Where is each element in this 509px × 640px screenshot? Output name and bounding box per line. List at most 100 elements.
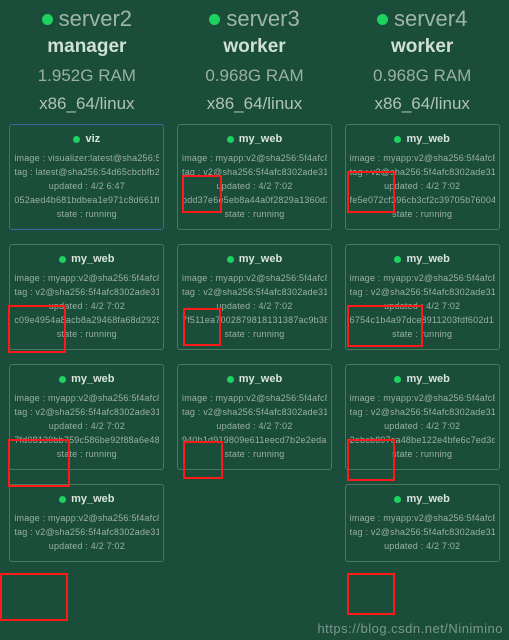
task-tag: tag : v2@sha256:5f4afc8302ade316… [14, 287, 159, 297]
server-ram: 0.968G RAM [373, 66, 471, 86]
status-dot-icon [59, 376, 66, 383]
status-dot-icon [227, 256, 234, 263]
server-column-server4: server4worker0.968G RAMx86_64/linuxmy_we… [343, 0, 501, 576]
service-name: my_web [71, 493, 114, 505]
task-updated: updated : 4/2 7:02 [350, 541, 495, 551]
status-dot-icon [227, 376, 234, 383]
task-state: state : running [182, 209, 327, 219]
server-ram: 1.952G RAM [38, 66, 136, 86]
server-role: worker [391, 36, 453, 58]
task-tag: tag : v2@sha256:5f4afc8302ade316… [350, 167, 495, 177]
task-cid: 940b1d919809e611eecd7b2e2eda4… [182, 435, 327, 445]
task-cid: fe5e072cf396cb3cf2c39705b76004… [350, 195, 495, 205]
status-dot-icon [73, 136, 80, 143]
service-name-row: viz [14, 133, 159, 145]
task-updated: updated : 4/2 7:02 [182, 301, 327, 311]
server-ram: 0.968G RAM [205, 66, 303, 86]
task-image: image : visualizer:latest@sha256:54d… [14, 153, 159, 163]
task-state: state : running [182, 329, 327, 339]
status-dot-icon [59, 496, 66, 503]
status-dot-icon [227, 136, 234, 143]
server-columns: server2 manager 1.952G RAM x86_64/linuxviz i… [0, 0, 509, 576]
task-card[interactable]: my_webimage : myapp:v2@sha256:5f4afc83…t… [9, 364, 164, 470]
service-name-row: my_web [182, 133, 327, 145]
task-cid: 6754c1b4a97dce8911203fdf602d1… [350, 315, 495, 325]
service-name: my_web [239, 373, 282, 385]
task-state: state : running [182, 449, 327, 459]
task-tag: tag : v2@sha256:5f4afc8302ade316… [14, 407, 159, 417]
task-image: image : myapp:v2@sha256:5f4afc83… [350, 273, 495, 283]
task-cid: 7f511ea7002879818131387ac9b38dc… [182, 315, 327, 325]
task-tag: tag : v2@sha256:5f4afc8302ade316… [350, 527, 495, 537]
task-updated: updated : 4/2 7:02 [14, 541, 159, 551]
service-name: my_web [239, 133, 282, 145]
task-card[interactable]: my_webimage : myapp:v2@sha256:5f4afc83…t… [177, 364, 332, 470]
status-dot-icon [42, 14, 53, 25]
status-dot-icon [394, 136, 401, 143]
task-updated: updated : 4/2 7:02 [350, 181, 495, 191]
task-card[interactable]: my_webimage : myapp:v2@sha256:5f4afc83…t… [345, 244, 500, 350]
server-column-server2: server2manager1.952G RAMx86_64/linuxvizi… [8, 0, 166, 576]
task-cid: bdd37e6e5eb8a44a0f2829a1360d3… [182, 195, 327, 205]
task-image: image : myapp:v2@sha256:5f4afc83… [350, 513, 495, 523]
service-name: my_web [71, 253, 114, 265]
task-updated: updated : 4/2 7:02 [182, 181, 327, 191]
server-header: server4 [377, 6, 467, 32]
server-name: server2 [59, 6, 132, 32]
task-image: image : myapp:v2@sha256:5f4afc83… [350, 153, 495, 163]
task-cid: 7fd08130bb759c586be92f88a6e48… [14, 435, 159, 445]
task-tag: tag : v2@sha256:5f4afc8302ade316… [182, 287, 327, 297]
task-updated: updated : 4/2 7:02 [14, 421, 159, 431]
task-card[interactable]: my_webimage : myapp:v2@sha256:5f4afc83… t… [9, 484, 164, 562]
service-name-row: my_web [350, 133, 495, 145]
service-name-row: my_web [182, 373, 327, 385]
task-tag: tag : v2@sha256:5f4afc8302ade316… [350, 407, 495, 417]
task-state: state : running [14, 449, 159, 459]
task-image: image : myapp:v2@sha256:5f4afc83… [14, 273, 159, 283]
task-image: image : myapp:v2@sha256:5f4afc83… [182, 273, 327, 283]
task-card[interactable]: viz image : visualizer:latest@sha256:54d…… [9, 124, 164, 230]
task-image: image : myapp:v2@sha256:5f4afc83… [182, 153, 327, 163]
task-card[interactable]: my_webimage : myapp:v2@sha256:5f4afc83… t… [345, 484, 500, 562]
status-dot-icon [377, 14, 388, 25]
task-image: image : myapp:v2@sha256:5f4afc83… [14, 393, 159, 403]
service-name: my_web [406, 493, 449, 505]
task-updated: updated : 4/2 6:47 [14, 181, 159, 191]
watermark-text: https://blog.csdn.net/Ninimino [317, 621, 503, 636]
service-name: my_web [406, 133, 449, 145]
service-name-row: my_web [182, 253, 327, 265]
status-dot-icon [394, 376, 401, 383]
server-header: server2 [42, 6, 132, 32]
task-card[interactable]: my_webimage : myapp:v2@sha256:5f4afc83… t… [345, 364, 500, 470]
task-card[interactable]: my_webimage : myapp:v2@sha256:5f4afc83… t… [177, 244, 332, 350]
service-name-row: my_web [350, 373, 495, 385]
task-tag: tag : v2@sha256:5f4afc8302ade316… [182, 167, 327, 177]
task-image: image : myapp:v2@sha256:5f4afc83… [14, 513, 159, 523]
status-dot-icon [59, 256, 66, 263]
status-dot-icon [209, 14, 220, 25]
status-dot-icon [394, 496, 401, 503]
service-name-row: my_web [14, 253, 159, 265]
task-image: image : myapp:v2@sha256:5f4afc83… [350, 393, 495, 403]
task-card[interactable]: my_webimage : myapp:v2@sha256:5f4afc83… t… [345, 124, 500, 230]
server-header: server3 [209, 6, 299, 32]
service-name-row: my_web [350, 253, 495, 265]
task-state: state : running [14, 209, 159, 219]
server-name: server3 [226, 6, 299, 32]
task-updated: updated : 4/2 7:02 [350, 421, 495, 431]
task-card[interactable]: my_webimage : myapp:v2@sha256:5f4afc83… t… [177, 124, 332, 230]
highlight-box [0, 573, 68, 621]
service-name: viz [85, 133, 100, 145]
task-tag: tag : v2@sha256:5f4afc8302ade316… [182, 407, 327, 417]
service-name: my_web [406, 373, 449, 385]
task-state: state : running [350, 449, 495, 459]
task-state: state : running [350, 329, 495, 339]
server-role: manager [47, 36, 126, 58]
task-cid: 052aed4b681bdbea1e971c8d661fb… [14, 195, 159, 205]
highlight-box [347, 573, 395, 615]
server-arch: x86_64/linux [207, 94, 302, 114]
task-tag: tag : v2@sha256:5f4afc8302ade316… [14, 527, 159, 537]
task-state: state : running [14, 329, 159, 339]
task-card[interactable]: my_webimage : myapp:v2@sha256:5f4afc83… t… [9, 244, 164, 350]
service-name-row: my_web [14, 493, 159, 505]
